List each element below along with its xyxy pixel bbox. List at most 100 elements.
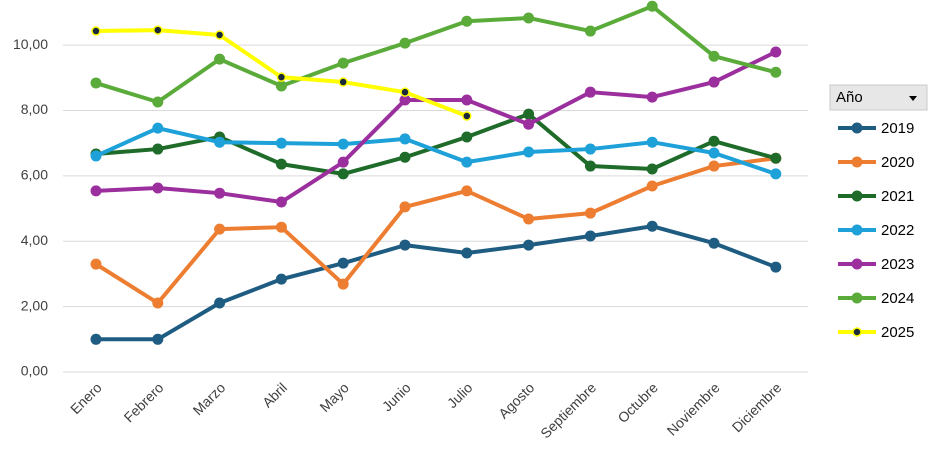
data-point (152, 122, 164, 134)
data-point (214, 53, 226, 65)
data-point (461, 185, 473, 197)
x-tick-label: Junio (379, 379, 414, 414)
x-tick-label: Abril (259, 379, 290, 410)
data-point (584, 230, 596, 242)
data-point (770, 66, 782, 78)
data-point (462, 111, 472, 121)
x-tick-label: Agosto (495, 379, 537, 421)
legend-label: 2025 (881, 324, 914, 341)
dropdown-arrow[interactable] (909, 96, 917, 101)
x-tick-label: Julio (444, 379, 476, 411)
data-point (90, 77, 102, 89)
x-tick-label: Septiembre (537, 379, 599, 441)
legend-marker (851, 190, 863, 202)
data-point (152, 182, 164, 194)
y-tick-label: 4,00 (21, 232, 48, 248)
data-point (461, 15, 473, 27)
data-point (152, 96, 164, 108)
data-point (214, 297, 226, 309)
data-point (337, 57, 349, 69)
data-point (338, 77, 348, 87)
legend-label: 2019 (881, 120, 914, 137)
legend-label: 2023 (881, 256, 914, 273)
data-point (708, 76, 720, 88)
data-point (708, 160, 720, 172)
data-point (90, 185, 102, 197)
x-tick-label: Febrero (121, 379, 167, 425)
data-point (770, 46, 782, 58)
data-point (646, 91, 658, 103)
data-point (337, 138, 349, 150)
data-point (584, 207, 596, 219)
x-tick-label: Mayo (316, 379, 352, 415)
data-point (646, 163, 658, 175)
data-point (708, 147, 720, 159)
x-tick-label: Noviembre (664, 379, 723, 438)
data-point (523, 213, 535, 225)
data-point (646, 0, 658, 12)
legend-marker (852, 327, 862, 337)
data-point (523, 146, 535, 158)
data-point (523, 12, 535, 24)
data-point (214, 223, 226, 235)
data-point (152, 297, 164, 309)
data-point (275, 221, 287, 233)
data-point (400, 87, 410, 97)
legend-label: 2022 (881, 222, 914, 239)
data-point (399, 133, 411, 145)
data-point (461, 247, 473, 259)
y-tick-label: 10,00 (13, 36, 48, 52)
data-point (214, 136, 226, 148)
data-point (646, 220, 658, 232)
data-point (276, 72, 287, 82)
data-point (461, 131, 473, 143)
data-point (646, 136, 658, 148)
data-point (337, 168, 349, 180)
data-point (214, 187, 226, 199)
legend-marker (851, 258, 863, 270)
series-line (95, 50, 777, 205)
y-tick-label: 8,00 (21, 101, 48, 117)
data-point (275, 137, 287, 149)
data-point (399, 37, 411, 49)
data-point (90, 333, 102, 345)
data-point (90, 258, 102, 270)
series-line (94, 156, 777, 306)
x-tick-label: Octubre (614, 379, 661, 426)
series-line (95, 4, 777, 104)
data-point (708, 50, 720, 62)
legend-title: Año (836, 89, 863, 106)
data-point (461, 156, 473, 168)
data-point (461, 94, 473, 106)
data-point (399, 239, 411, 251)
y-tick-label: 2,00 (21, 297, 48, 313)
data-point (275, 80, 287, 92)
x-tick-label: Enero (67, 379, 105, 417)
data-point (91, 26, 101, 36)
data-point (337, 257, 349, 269)
series-line (96, 224, 777, 342)
legend-label: 2021 (881, 188, 914, 205)
data-point (275, 158, 287, 170)
y-tick-label: 0,00 (21, 363, 48, 379)
data-point (584, 25, 596, 37)
data-point (152, 333, 164, 345)
data-point (337, 278, 349, 290)
data-point (523, 239, 535, 251)
data-point (399, 151, 411, 163)
series-line (95, 126, 777, 176)
data-point (399, 201, 411, 213)
data-point (275, 273, 287, 285)
data-point (770, 261, 782, 273)
legend-label: 2020 (881, 154, 914, 171)
data-point (523, 108, 535, 120)
data-point (90, 150, 102, 162)
legend-marker (851, 292, 863, 304)
data-point (584, 160, 596, 172)
data-point (399, 94, 411, 106)
data-point (646, 180, 658, 192)
data-point (152, 143, 164, 155)
data-point (523, 118, 535, 130)
data-point (584, 86, 596, 98)
